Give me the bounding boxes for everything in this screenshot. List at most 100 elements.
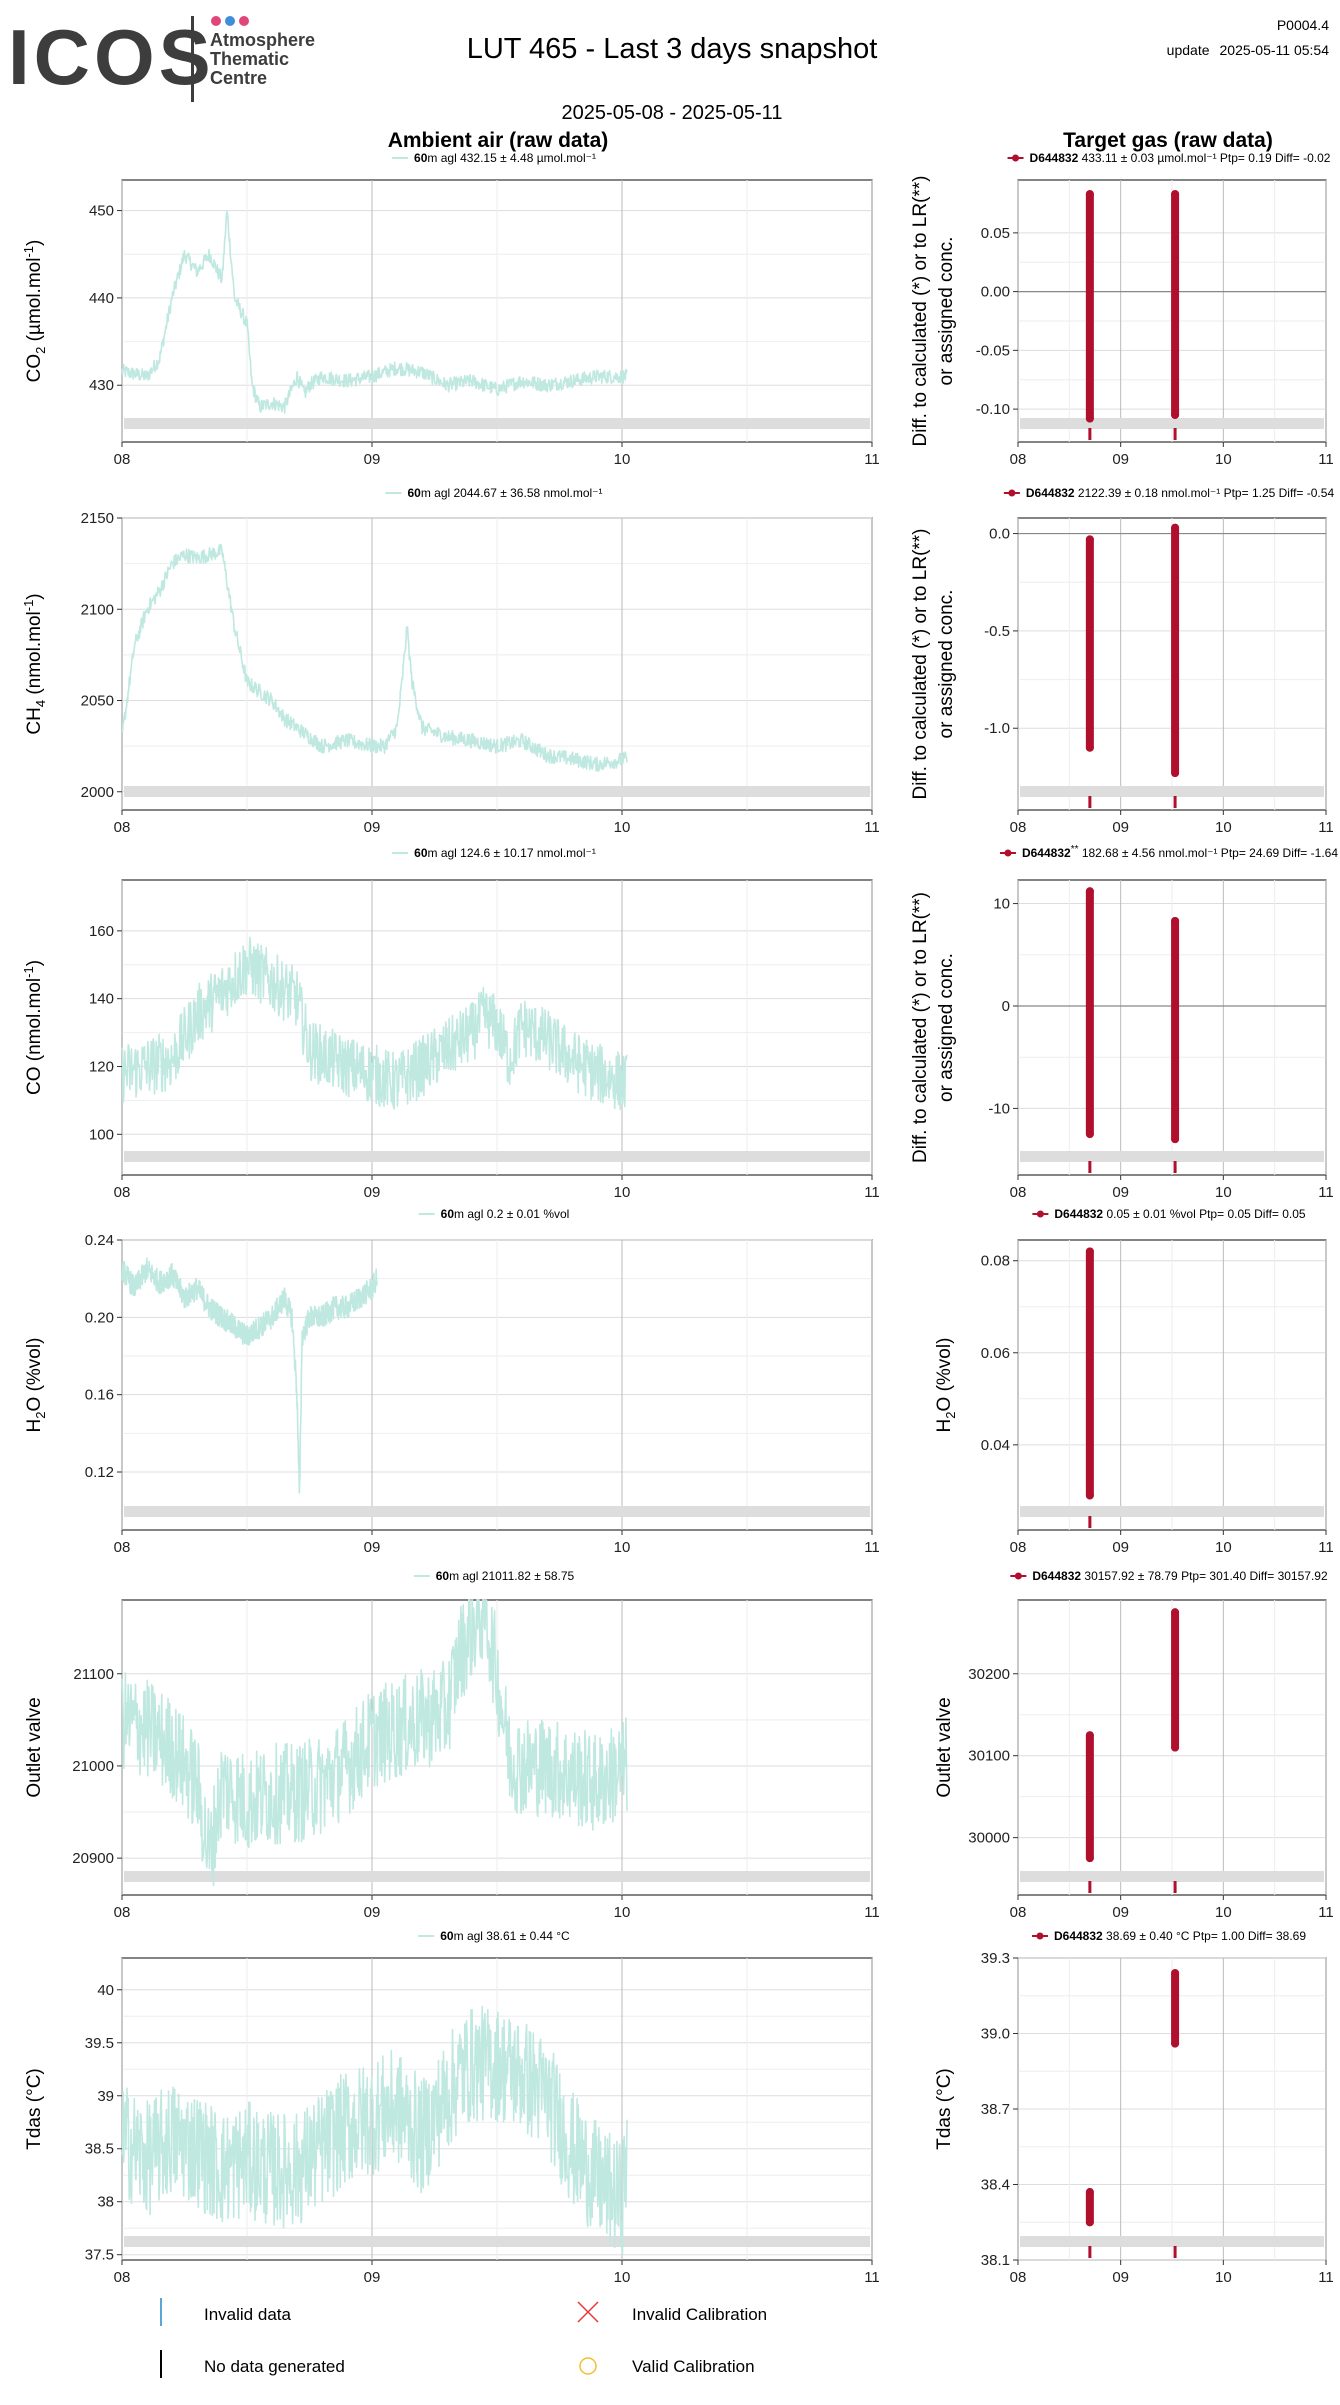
legend-sup: ** bbox=[1071, 844, 1079, 855]
y-tick-label: 160 bbox=[89, 923, 114, 940]
nodata-band bbox=[124, 1871, 870, 1882]
y-tick-label: 20900 bbox=[72, 1850, 114, 1867]
y-tick-label: 0.05 bbox=[981, 225, 1010, 242]
valid-calibration-marker bbox=[579, 2357, 597, 2375]
y-axis-label: H2O (%vol) bbox=[24, 1338, 48, 1433]
y-axis-label: CH4 (nmol.mol-1) bbox=[21, 593, 48, 734]
legend-text: 60m agl 124.6 ± 10.17 nmol.mol⁻¹ bbox=[414, 846, 596, 860]
logo-text: ICOS bbox=[8, 13, 215, 101]
legend-bold: D644832 bbox=[1054, 1929, 1103, 1943]
nodata-band bbox=[124, 1151, 870, 1162]
calibration-tick bbox=[1173, 1881, 1177, 1893]
y-tick-label: 39 bbox=[97, 2088, 114, 2105]
x-tick-label: 09 bbox=[1112, 2269, 1129, 2286]
icos-logo: ICOS Atmosphere Thematic Centre bbox=[8, 13, 315, 102]
x-tick-label: 08 bbox=[1010, 2269, 1027, 2286]
calibration-tick bbox=[1088, 1161, 1092, 1173]
target-point-max bbox=[1171, 523, 1180, 532]
y-tick-label: 0.04 bbox=[981, 1437, 1010, 1454]
x-tick-label: 10 bbox=[614, 1539, 631, 1556]
legend-text: D644832 0.05 ± 0.01 %vol Ptp= 0.05 Diff=… bbox=[1054, 1207, 1306, 1221]
y-axis-label: Outlet valve bbox=[934, 1697, 955, 1797]
x-tick-label: 11 bbox=[864, 2269, 880, 2286]
y-axis-label: H2O (%vol) bbox=[934, 1338, 958, 1433]
x-tick-label: 10 bbox=[1215, 451, 1232, 468]
target-point-max bbox=[1171, 916, 1180, 925]
target-point-max bbox=[1171, 1608, 1180, 1617]
y-axis-label-part: Outlet valve bbox=[24, 1697, 45, 1797]
calibration-tick bbox=[1088, 428, 1092, 440]
x-tick-label: 10 bbox=[1215, 1904, 1232, 1921]
logo-subtitle-3: Centre bbox=[210, 68, 267, 88]
y-axis-label: or assigned conc. bbox=[936, 237, 957, 386]
y-tick-label: 10 bbox=[993, 896, 1010, 913]
x-tick-label: 09 bbox=[1112, 1184, 1129, 1201]
y-tick-label: 0.16 bbox=[85, 1387, 114, 1404]
y-axis-label-part: ) bbox=[24, 240, 45, 246]
y-axis-label: CO (nmol.mol-1) bbox=[21, 960, 45, 1095]
calibration-tick bbox=[1173, 1161, 1177, 1173]
chart-target-ch4: -1.0 -0.5 0.0 08 09 10 11 Diff. to calculated (… bbox=[910, 486, 1334, 836]
x-tick-label: 08 bbox=[1010, 1904, 1027, 1921]
logo-divider bbox=[191, 16, 194, 102]
y-tick-label: 39.3 bbox=[981, 1950, 1010, 1967]
x-tick-label: 10 bbox=[1215, 819, 1232, 836]
x-tick-label: 11 bbox=[864, 1904, 880, 1921]
panel-legend: D644832** 182.68 ± 4.56 nmol.mol⁻¹ Ptp= … bbox=[999, 844, 1338, 860]
legend-bold: 60 bbox=[441, 1207, 455, 1221]
nodata-band bbox=[124, 418, 870, 429]
y-axis-label-part: -1 bbox=[21, 600, 36, 612]
legend-text: D644832 433.11 ± 0.03 µmol.mol⁻¹ Ptp= 0.… bbox=[1030, 151, 1331, 165]
calibration-tick bbox=[1088, 2246, 1092, 2258]
y-tick-label: 100 bbox=[89, 1126, 114, 1143]
y-axis-label: or assigned conc. bbox=[936, 953, 957, 1102]
legend-valid-calibration: Valid Calibration bbox=[632, 2357, 755, 2376]
logo-dot-1 bbox=[211, 16, 221, 26]
y-tick-label: 30000 bbox=[968, 1830, 1010, 1847]
y-tick-label: 430 bbox=[89, 377, 114, 394]
x-tick-label: 08 bbox=[1010, 1539, 1027, 1556]
ambient-series-line bbox=[121, 543, 628, 772]
y-axis-label-part: Tdas (°C) bbox=[24, 2068, 45, 2150]
x-tick-label: 09 bbox=[364, 1904, 381, 1921]
target-point-min bbox=[1171, 2039, 1180, 2048]
date-range: 2025-05-08 - 2025-05-11 bbox=[562, 102, 783, 124]
target-point-min bbox=[1171, 769, 1180, 778]
target-point-max bbox=[1171, 190, 1180, 199]
y-tick-label: 0.12 bbox=[85, 1464, 114, 1481]
nodata-band bbox=[1020, 1871, 1324, 1882]
x-tick-label: 11 bbox=[1318, 1184, 1334, 1201]
target-point-min bbox=[1085, 414, 1094, 423]
x-tick-label: 11 bbox=[864, 819, 880, 836]
legend-bold: 60 bbox=[407, 486, 421, 500]
y-tick-label: -0.10 bbox=[976, 401, 1010, 418]
legend-rest: m agl 21011.82 ± 58.75 bbox=[449, 1569, 574, 1583]
chart-target-tdas: 38.1 38.4 38.7 39.0 39.3 08 09 10 11 Tdas (°C) D64… bbox=[934, 1929, 1334, 2286]
legend-bold: D644832 bbox=[1032, 1569, 1081, 1583]
legend-marker-dot bbox=[1008, 489, 1016, 497]
y-axis-label-part: CO bbox=[24, 354, 45, 383]
chart-target-co2: -0.10 -0.05 0.00 0.05 08 09 10 11 Diff. to calcu… bbox=[910, 151, 1334, 468]
x-tick-label: 09 bbox=[1112, 819, 1129, 836]
target-heading: Target gas (raw data) bbox=[1063, 129, 1273, 152]
x-tick-label: 10 bbox=[1215, 2269, 1232, 2286]
y-tick-label: 21100 bbox=[73, 1666, 114, 1683]
update-time: 2025-05-11 05:54 bbox=[1220, 42, 1330, 58]
target-point-min bbox=[1171, 410, 1180, 419]
y-axis-label: Tdas (°C) bbox=[24, 2068, 45, 2150]
y-tick-label: 0.00 bbox=[981, 284, 1010, 301]
panel-legend: 60m agl 0.2 ± 0.01 %vol bbox=[418, 1207, 569, 1221]
y-axis-label-part: -1 bbox=[21, 966, 36, 978]
ambient-series-line bbox=[121, 1257, 378, 1494]
invalid-calibration-marker bbox=[577, 2301, 599, 2323]
legend-marker-dot bbox=[1036, 1932, 1044, 1940]
y-tick-label: 2050 bbox=[81, 693, 114, 710]
target-point-max bbox=[1085, 190, 1094, 199]
y-axis-label-part: 2 bbox=[33, 347, 48, 354]
x-tick-label: 08 bbox=[1010, 451, 1027, 468]
calibration-tick bbox=[1173, 796, 1177, 808]
x-tick-label: 09 bbox=[364, 451, 381, 468]
product-code: P0004.4 bbox=[1277, 17, 1329, 33]
legend-bold: D644832 bbox=[1022, 846, 1071, 860]
footer-legend: Invalid data Invalid Calibration No data… bbox=[160, 2298, 767, 2378]
